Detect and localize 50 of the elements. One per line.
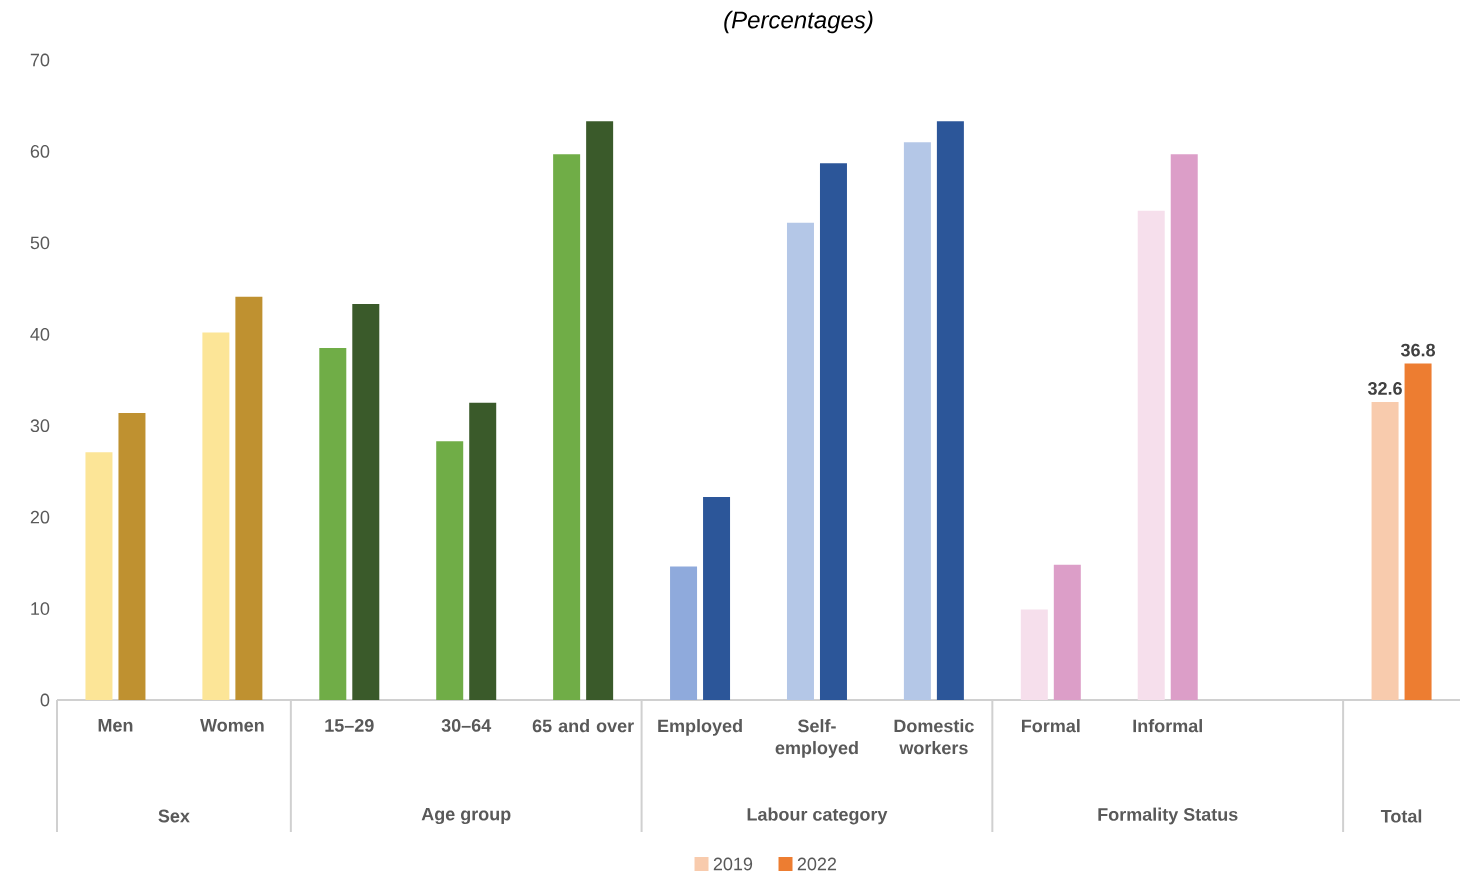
bar <box>553 154 581 700</box>
bar <box>670 566 698 700</box>
chart-title: (Percentages) <box>724 10 873 34</box>
legend-label: 2022 <box>797 857 837 871</box>
bar <box>118 412 146 700</box>
x-tick-label: Informal <box>1133 719 1202 733</box>
text: Sex <box>158 809 190 823</box>
bar <box>319 348 347 700</box>
text: Formality Status <box>1098 807 1238 825</box>
y-tick-label: 30 <box>30 419 50 433</box>
bar <box>85 452 113 700</box>
data-label: 36.8 <box>1400 343 1436 357</box>
x-tick-label: Domestic workers <box>894 719 974 755</box>
text: Total <box>1380 809 1422 823</box>
text: Labour category <box>747 807 888 825</box>
x-tick-label: 15–29 <box>325 719 374 732</box>
bar <box>1371 401 1399 700</box>
text: Age group <box>421 807 511 825</box>
y-tick-label: 50 <box>30 236 50 250</box>
x-tick-label: 30–64 <box>441 719 492 732</box>
data-label: 32.6 <box>1367 382 1402 395</box>
x-tick-label: 65 and over <box>532 719 634 733</box>
bar <box>202 332 230 700</box>
x-tick-label: Formal <box>1021 719 1080 733</box>
bar <box>1170 154 1198 700</box>
bar <box>352 304 380 700</box>
y-tick-label: 0 <box>40 693 50 707</box>
bar <box>469 402 497 700</box>
bar <box>819 163 847 700</box>
y-tick-label: 60 <box>30 145 50 158</box>
bar <box>1053 564 1081 700</box>
bar <box>786 222 814 700</box>
y-tick-label: 40 <box>30 327 50 341</box>
y-tick-label: 20 <box>30 510 50 524</box>
legend-label: 2019 <box>713 857 753 871</box>
bar <box>1020 609 1048 700</box>
bar <box>1404 363 1432 700</box>
x-tick-label: Employed <box>658 719 742 736</box>
bar <box>586 121 614 700</box>
bar <box>436 441 464 700</box>
bar <box>703 497 731 700</box>
bar <box>936 121 964 700</box>
y-tick-label: 70 <box>30 53 50 67</box>
bar <box>903 142 931 700</box>
x-tick-label: Self-employed <box>775 719 858 758</box>
bar <box>235 296 263 700</box>
bar <box>1137 210 1165 700</box>
x-tick-label: Men <box>98 719 133 732</box>
x-tick-label: Women <box>200 719 264 732</box>
y-tick-label: 10 <box>31 602 50 615</box>
